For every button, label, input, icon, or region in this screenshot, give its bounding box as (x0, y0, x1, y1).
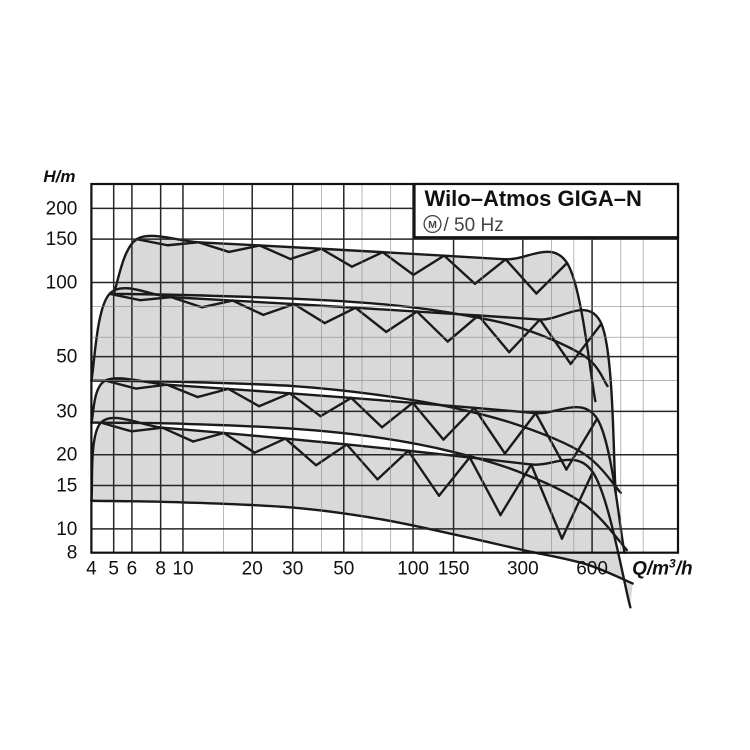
svg-text:100: 100 (46, 273, 78, 294)
svg-text:30: 30 (282, 559, 303, 580)
svg-text:50: 50 (333, 559, 354, 580)
svg-text:300: 300 (507, 559, 539, 580)
svg-text:10: 10 (56, 519, 77, 540)
svg-text:Q/m3/h: Q/m3/h (632, 557, 693, 580)
svg-text:8: 8 (155, 559, 166, 580)
svg-text:10: 10 (172, 559, 193, 580)
svg-text:/ 50 Hz: / 50 Hz (444, 215, 504, 236)
svg-text:H/m: H/m (43, 167, 75, 186)
svg-text:150: 150 (46, 229, 78, 250)
svg-text:150: 150 (438, 559, 470, 580)
svg-text:600: 600 (576, 559, 608, 580)
svg-text:20: 20 (56, 445, 77, 466)
svg-text:200: 200 (46, 198, 78, 219)
svg-text:6: 6 (127, 559, 138, 580)
svg-text:30: 30 (56, 401, 77, 422)
svg-text:20: 20 (242, 559, 263, 580)
svg-text:Wilo–Atmos GIGA–N: Wilo–Atmos GIGA–N (425, 186, 642, 211)
svg-text:15: 15 (56, 475, 77, 496)
svg-text:M: M (428, 219, 437, 231)
svg-text:4: 4 (86, 559, 97, 580)
svg-text:5: 5 (108, 559, 119, 580)
svg-text:100: 100 (397, 559, 429, 580)
svg-text:50: 50 (56, 347, 77, 368)
svg-text:8: 8 (67, 543, 78, 564)
